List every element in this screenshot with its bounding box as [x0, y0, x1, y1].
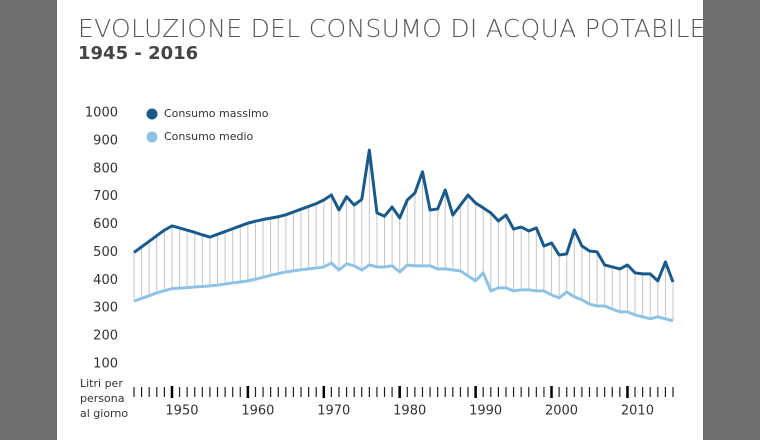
y-tick-label: 700: [93, 189, 118, 204]
chart-title: EVOLUZIONE DEL CONSUMO DI ACQUA POTABILE: [78, 14, 706, 43]
y-tick-label: 100: [93, 357, 118, 372]
y-tick-label: 900: [93, 133, 118, 148]
y-tick-label: 500: [93, 245, 118, 260]
legend-marker: [146, 108, 158, 120]
panel: [57, 0, 703, 440]
x-tick-label: 1990: [469, 404, 502, 419]
y-tick-label: 800: [93, 161, 118, 176]
x-tick-label: 2000: [545, 404, 578, 419]
y-tick-label: 1000: [85, 106, 118, 121]
chart-subtitle: 1945 - 2016: [78, 43, 198, 64]
y-axis-label: Litri per persona al giorno: [80, 377, 129, 420]
legend-label: Consumo medio: [164, 130, 254, 143]
legend-marker: [146, 131, 158, 143]
x-tick-label: 1960: [241, 404, 274, 419]
x-tick-label: 1980: [393, 404, 426, 419]
y-tick-label: 200: [93, 329, 118, 344]
legend-label: Consumo massimo: [164, 107, 269, 120]
series-line: [133, 261, 674, 323]
x-tick-label: 1950: [165, 404, 198, 419]
x-tick-label: 1970: [317, 404, 350, 419]
y-tick-label: 600: [93, 217, 118, 232]
y-tick-label: 400: [93, 273, 118, 288]
y-tick-label: 300: [93, 301, 118, 316]
x-tick-label: 2010: [621, 404, 654, 419]
series-line: [133, 148, 675, 283]
